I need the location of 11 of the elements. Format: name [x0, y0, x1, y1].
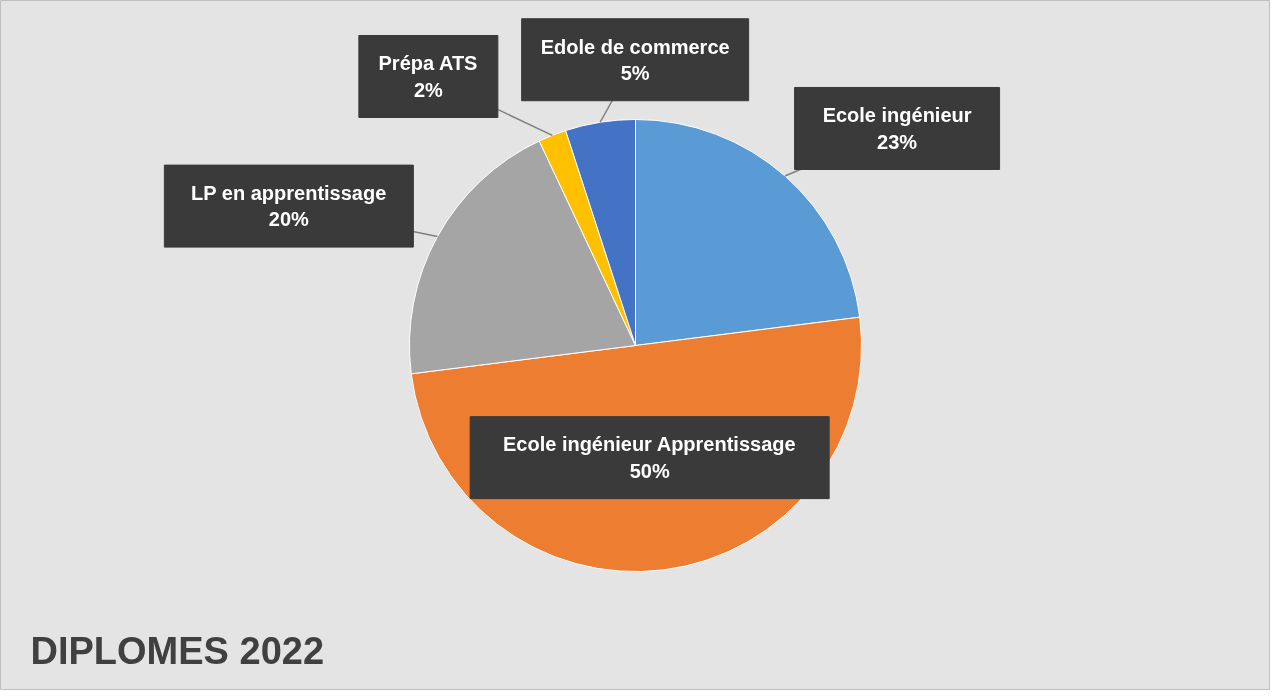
data-label: 20% — [268, 208, 310, 231]
slice-label: Ecole ingénieur Apprentissage — [502, 433, 796, 456]
data-label: 2% — [413, 78, 444, 101]
slice-label: Edole de commerce — [540, 35, 730, 58]
slice-label: LP en apprentissage — [191, 181, 387, 204]
text: DIPLOMES 2022 — [30, 629, 325, 672]
data-label: 23% — [877, 130, 918, 153]
data-label: 50% — [629, 459, 670, 482]
data-label: 5% — [620, 61, 650, 84]
slice-label: Prépa ATS — [378, 52, 478, 75]
slice-label: Ecole ingénieur — [822, 104, 972, 127]
